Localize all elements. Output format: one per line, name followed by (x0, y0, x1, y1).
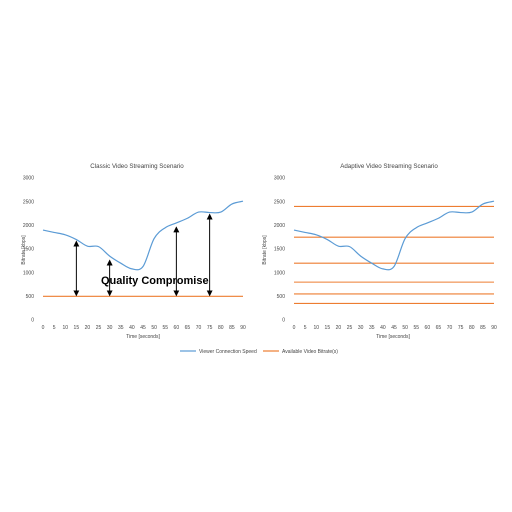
classic-y-tick-label: 3000 (23, 176, 34, 182)
classic-x-tick-label: 85 (229, 325, 235, 331)
classic-x-tick-label: 30 (107, 325, 113, 331)
adaptive-chart: Adaptive Video Streaming Scenario Bitrat… (262, 163, 497, 340)
adaptive-x-tick-label: 5 (304, 325, 307, 331)
classic-x-tick-label: 35 (118, 325, 124, 331)
legend-label-connection: Viewer Connection Speed (199, 349, 257, 355)
adaptive-chart-xlabel: Time [seconds] (376, 334, 410, 340)
classic-x-tick-label: 80 (218, 325, 224, 331)
adaptive-x-tick-label: 30 (358, 325, 364, 331)
adaptive-x-tick-label: 0 (293, 325, 296, 331)
classic-chart-connection-line (42, 200, 244, 271)
classic-x-tick-label: 70 (196, 325, 202, 331)
adaptive-x-tick-label: 90 (491, 325, 497, 331)
adaptive-y-tick-label: 500 (277, 294, 286, 300)
classic-x-tick-label: 5 (53, 325, 56, 331)
adaptive-x-tick-label: 85 (480, 325, 486, 331)
classic-x-tick-label: 65 (185, 325, 191, 331)
classic-y-tick-label: 0 (31, 318, 34, 324)
quality-compromise-annotation: Quality Compromise (101, 275, 209, 287)
adaptive-chart-connection-line (293, 200, 495, 271)
adaptive-y-tick-label: 1000 (274, 270, 285, 276)
classic-x-tick-label: 20 (85, 325, 91, 331)
legend: Viewer Connection Speed Available Video … (180, 349, 338, 355)
adaptive-x-tick-label: 40 (380, 325, 386, 331)
classic-x-tick-label: 55 (162, 325, 168, 331)
classic-x-tick-label: 75 (207, 325, 213, 331)
adaptive-x-tick-label: 75 (458, 325, 464, 331)
adaptive-x-tick-label: 80 (469, 325, 475, 331)
classic-x-tick-label: 25 (96, 325, 102, 331)
adaptive-x-tick-label: 70 (447, 325, 453, 331)
classic-x-tick-label: 15 (74, 325, 80, 331)
legend-label-bitrate: Available Video Bitrate(s) (282, 349, 338, 355)
classic-x-tick-label: 90 (240, 325, 246, 331)
adaptive-chart-title: Adaptive Video Streaming Scenario (340, 163, 438, 170)
adaptive-chart-ticks: 0 500 1000 1500 2000 2500 3000 0 5 10 15 20 25 30 35 40… (274, 176, 497, 331)
adaptive-y-tick-label: 1500 (274, 247, 285, 253)
classic-x-tick-label: 40 (129, 325, 135, 331)
adaptive-x-tick-label: 25 (347, 325, 353, 331)
classic-chart-title: Classic Video Streaming Scenario (90, 163, 184, 170)
classic-x-tick-label: 10 (62, 325, 68, 331)
adaptive-y-tick-label: 0 (282, 318, 285, 324)
classic-chart-xlabel: Time [seconds] (126, 334, 160, 340)
adaptive-x-tick-label: 55 (413, 325, 419, 331)
adaptive-x-tick-label: 20 (336, 325, 342, 331)
classic-chart: Classic Video Streaming Scenario Bitrate… (21, 163, 246, 340)
classic-y-tick-label: 500 (26, 294, 35, 300)
adaptive-x-tick-label: 35 (369, 325, 375, 331)
classic-x-tick-label: 45 (140, 325, 146, 331)
adaptive-chart-ylabel: Bitrate [kbps] (262, 235, 268, 265)
classic-y-tick-label: 1500 (23, 247, 34, 253)
classic-x-tick-label: 50 (151, 325, 157, 331)
classic-chart-arrows (73, 213, 213, 297)
classic-y-tick-label: 2000 (23, 223, 34, 229)
adaptive-x-tick-label: 60 (425, 325, 431, 331)
classic-x-tick-label: 0 (42, 325, 45, 331)
classic-chart-ylabel: Bitrate [kbps] (21, 235, 27, 265)
adaptive-chart-bitrate-lines (294, 205, 494, 304)
adaptive-x-tick-label: 50 (402, 325, 408, 331)
adaptive-y-tick-label: 3000 (274, 176, 285, 182)
classic-y-tick-label: 2500 (23, 199, 34, 205)
adaptive-y-tick-label: 2500 (274, 199, 285, 205)
classic-chart-ticks: 0 500 1000 1500 2000 2500 3000 0 5 10 15 20 25 30 35 40… (23, 176, 246, 331)
adaptive-x-tick-label: 65 (436, 325, 442, 331)
adaptive-y-tick-label: 2000 (274, 223, 285, 229)
classic-x-tick-label: 60 (174, 325, 180, 331)
classic-y-tick-label: 1000 (23, 270, 34, 276)
adaptive-x-tick-label: 10 (313, 325, 319, 331)
adaptive-x-tick-label: 45 (391, 325, 397, 331)
adaptive-x-tick-label: 15 (325, 325, 331, 331)
